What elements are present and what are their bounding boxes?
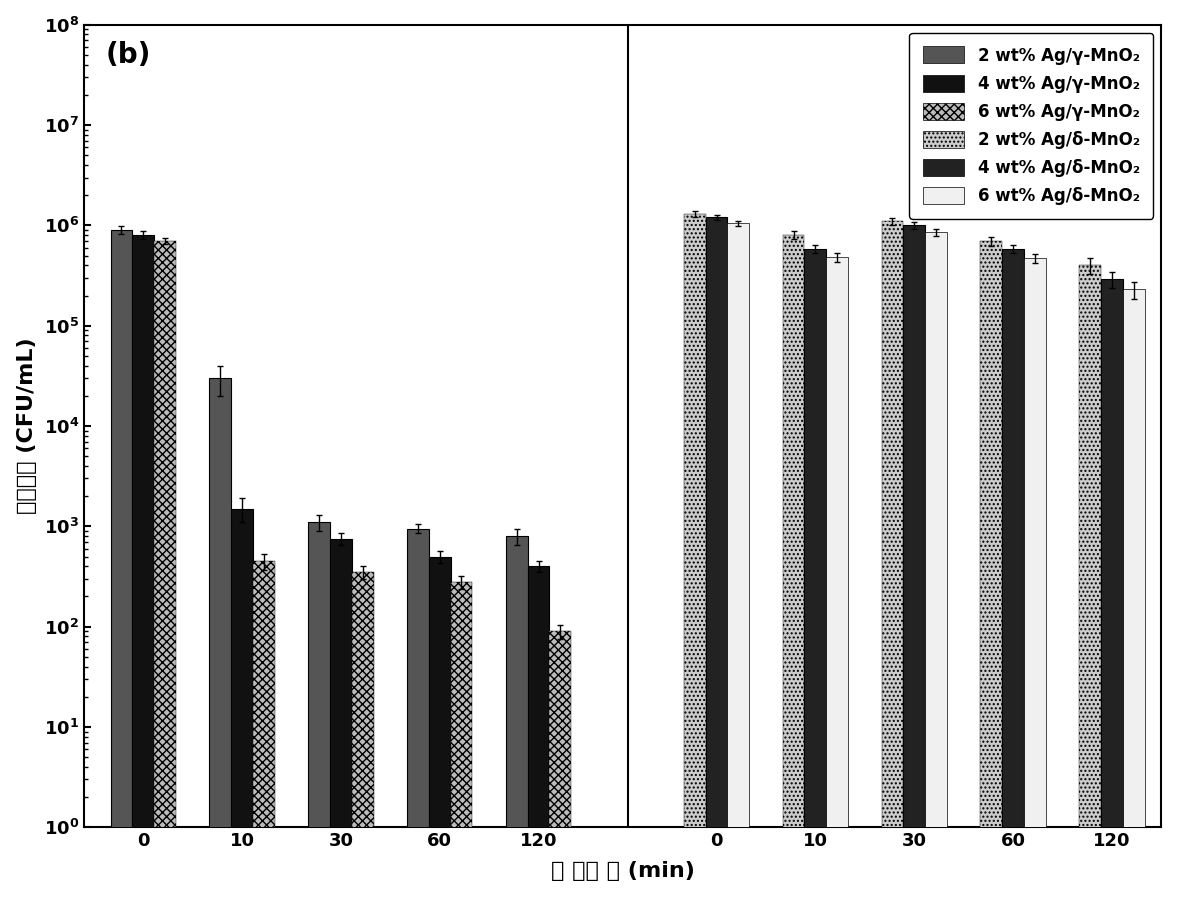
Bar	[154, 241, 176, 898]
Bar	[111, 230, 132, 898]
Bar	[684, 214, 706, 898]
Bar	[507, 536, 528, 898]
Bar	[549, 631, 571, 898]
Bar	[1101, 279, 1123, 898]
Bar	[706, 217, 727, 898]
Bar	[429, 557, 451, 898]
Bar	[132, 235, 154, 898]
Bar	[528, 567, 549, 898]
Bar	[782, 235, 805, 898]
Bar	[253, 561, 274, 898]
Bar	[881, 221, 904, 898]
Bar	[330, 539, 352, 898]
Bar	[904, 225, 925, 898]
Y-axis label: 活细菌数 (CFU/mL): 活细菌数 (CFU/mL)	[16, 338, 37, 515]
X-axis label: 杀 菌时 间 (min): 杀 菌时 间 (min)	[550, 861, 695, 881]
Bar	[1079, 265, 1101, 898]
Bar	[408, 529, 429, 898]
Bar	[925, 233, 947, 898]
Text: (b): (b)	[106, 40, 151, 69]
Bar	[805, 249, 826, 898]
Bar	[1123, 289, 1145, 898]
Bar	[980, 241, 1002, 898]
Bar	[1024, 259, 1046, 898]
Bar	[727, 224, 749, 898]
Bar	[231, 508, 253, 898]
Bar	[826, 258, 848, 898]
Bar	[451, 582, 472, 898]
Bar	[1002, 249, 1024, 898]
Bar	[352, 572, 373, 898]
Bar	[210, 378, 231, 898]
Bar	[309, 523, 330, 898]
Legend: 2 wt% Ag/γ-MnO₂, 4 wt% Ag/γ-MnO₂, 6 wt% Ag/γ-MnO₂, 2 wt% Ag/δ-MnO₂, 4 wt% Ag/δ-M: 2 wt% Ag/γ-MnO₂, 4 wt% Ag/γ-MnO₂, 6 wt% …	[909, 33, 1153, 219]
